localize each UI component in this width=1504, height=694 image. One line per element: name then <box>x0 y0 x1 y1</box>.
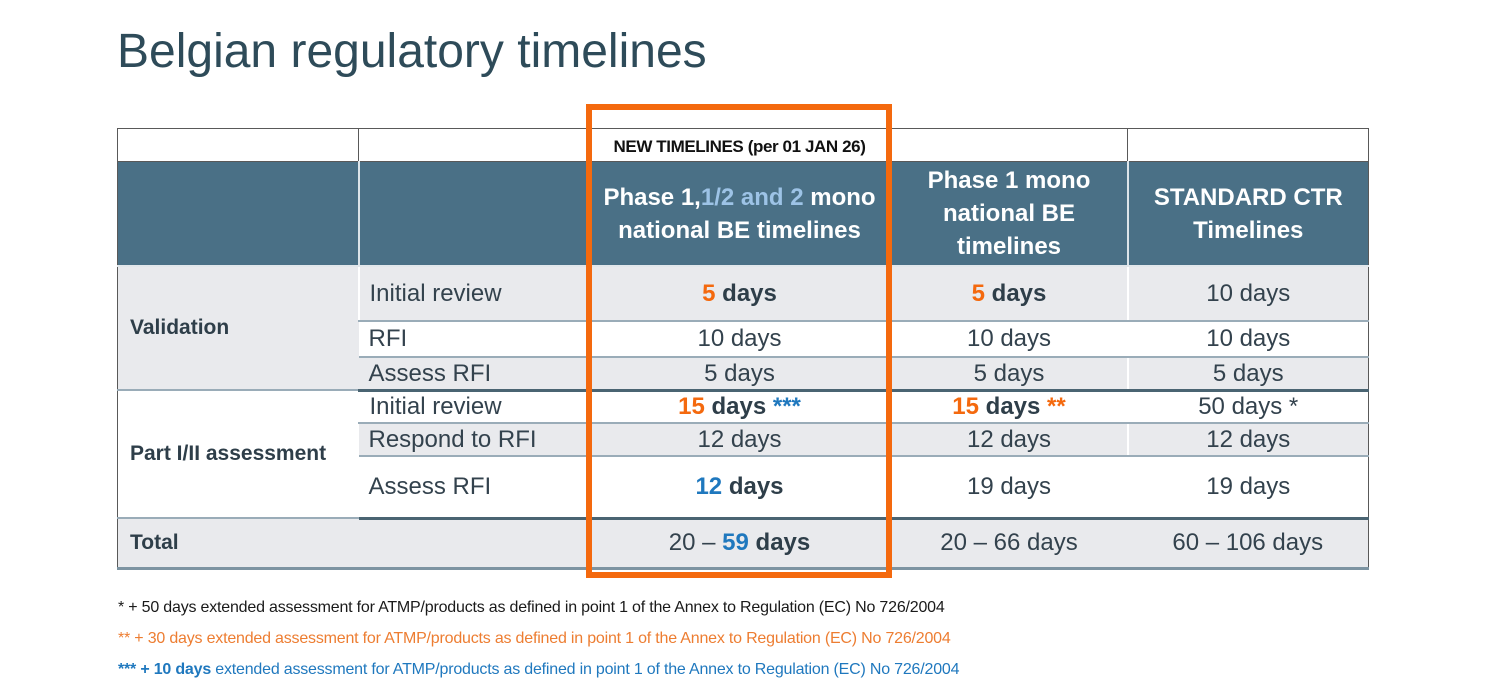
text-part: days <box>984 279 1047 307</box>
value-cell: 15 days *** <box>587 390 891 425</box>
new-timelines-banner-row: NEW TIMELINES (per 01 JAN 26) <box>117 128 1369 162</box>
column-header-standard-ctr: STANDARD CTR Timelines <box>1126 161 1369 268</box>
header-empty-cell <box>357 161 589 268</box>
banner-empty-cell <box>890 128 1128 162</box>
text-part: 12 days <box>697 425 782 453</box>
text-part: 19 days <box>1206 473 1291 501</box>
text-part: 12 <box>695 473 723 501</box>
footnotes: * + 50 days extended assessment for ATMP… <box>118 599 959 692</box>
header-empty-cell <box>117 161 359 268</box>
text-part: days <box>715 279 777 307</box>
value-cell: 10 days <box>889 321 1128 359</box>
text-part: 60 – 106 days <box>1172 529 1324 557</box>
text-part: 5 <box>971 279 985 307</box>
value-cell: 5 days <box>587 266 891 323</box>
column-header-row: Phase 1,1/2 and 2 mono national BE timel… <box>117 161 1369 268</box>
value-cell: 5 days <box>889 266 1128 323</box>
step-cell: Respond to RFI <box>358 423 589 458</box>
footnote-2: ** + 30 days extended assessment for ATM… <box>118 630 959 648</box>
value-cell: 50 days * <box>1126 390 1369 425</box>
group-label-validation: Validation <box>117 266 359 392</box>
text-part: ** <box>1047 393 1066 421</box>
step-cell: Initial review <box>357 390 589 425</box>
table-row: Respond to RFI 12 days 12 days 12 days <box>118 423 1369 458</box>
value-cell: 12 days <box>889 423 1128 458</box>
total-empty-cell <box>358 518 589 570</box>
banner-empty-cell <box>117 128 359 162</box>
value-cell: 5 days <box>889 357 1128 392</box>
total-value-cell: 20 – 66 days <box>890 518 1128 570</box>
total-label: Total <box>117 518 359 570</box>
page-title: Belgian regulatory timelines <box>117 25 707 78</box>
text-part: Phase 1 mono national BE timelines <box>927 167 1091 261</box>
footnote-text-part: ** + 30 days extended assessment for ATM… <box>118 630 951 647</box>
new-timelines-banner-cell: NEW TIMELINES (per 01 JAN 26) <box>588 128 891 162</box>
value-cell: 10 days <box>1126 321 1369 359</box>
footnote-3: *** + 10 days extended assessment for AT… <box>118 661 959 679</box>
banner-empty-cell <box>358 128 589 162</box>
text-part: 50 days * <box>1198 393 1299 421</box>
column-header-phase-1-mono-national-be: Phase 1 mono national BE timelines <box>889 161 1128 268</box>
value-cell: 12 days <box>587 423 891 458</box>
value-cell: 5 days <box>1126 357 1369 392</box>
footnote-text-part: *** + 10 days <box>118 661 212 678</box>
text-part: 10 days <box>1206 325 1291 353</box>
text-part: 5 days <box>1212 359 1284 387</box>
step-cell: Initial review <box>357 266 589 323</box>
text-part: *** <box>772 393 801 421</box>
step-cell: Assess RFI <box>358 456 589 520</box>
banner-empty-cell <box>1127 128 1369 162</box>
total-value-cell: 60 – 106 days <box>1127 518 1369 570</box>
value-cell: 15 days ** <box>889 390 1128 425</box>
table-row: Assess RFI 12 days 19 days 19 days <box>118 456 1369 520</box>
text-part: days <box>978 393 1048 421</box>
text-part: Phase 1, <box>603 183 701 211</box>
text-part: 5 days <box>704 359 775 387</box>
text-part: days <box>704 393 773 421</box>
column-header-phase-1-12-2-mono-national-be: Phase 1,1/2 and 2 mono national BE timel… <box>587 161 891 268</box>
text-part: 19 days <box>966 473 1052 501</box>
regulatory-timelines-table: NEW TIMELINES (per 01 JAN 26) Phase 1,1/2… <box>117 128 1369 570</box>
text-part: mono national BE timelines <box>618 183 876 244</box>
table-row: Part I/II assessment Initial review 15 day… <box>117 390 1369 520</box>
group-label-part-i-ii-assessment: Part I/II assessment <box>117 390 359 520</box>
total-row: Total 20 – 59 days 20 – 66 days 60 – 106 da… <box>117 518 1369 570</box>
table-row: RFI 10 days 10 days 10 days <box>118 321 1369 359</box>
table-row: Assess RFI 5 days 5 days 5 days <box>118 357 1369 392</box>
text-part: 10 days <box>966 325 1052 353</box>
footnote-1: * + 50 days extended assessment for ATMP… <box>118 599 959 617</box>
text-part: 20 – <box>668 529 723 557</box>
text-part: 12 days <box>1206 425 1291 453</box>
text-part: 15 <box>678 393 705 421</box>
text-part: days <box>748 529 811 557</box>
text-part: 59 <box>722 529 749 557</box>
value-cell: 12 days <box>587 456 891 520</box>
value-cell: 5 days <box>587 357 891 392</box>
footnote-text-part: extended assessment for ATMP/products as… <box>211 661 960 678</box>
text-part: 10 days <box>1206 279 1291 307</box>
new-timelines-banner-label: NEW TIMELINES (per 01 JAN 26) <box>613 137 866 156</box>
total-value-cell: 20 – 59 days <box>588 518 891 570</box>
table-row: Validation Initial review 5 days 5 days 10 d… <box>117 266 1369 392</box>
footnote-text-part: * + 50 days extended assessment for ATMP… <box>118 599 945 616</box>
text-part: STANDARD CTR Timelines <box>1153 183 1343 244</box>
step-cell: Assess RFI <box>358 357 589 392</box>
text-part: 5 <box>702 279 716 307</box>
text-part: 20 – 66 days <box>940 529 1078 557</box>
text-part: 10 days <box>697 325 782 353</box>
value-cell: 10 days <box>1126 266 1369 323</box>
text-part: 15 <box>952 393 979 421</box>
text-part: 12 days <box>966 425 1052 453</box>
value-cell: 19 days <box>889 456 1128 520</box>
value-cell: 12 days <box>1126 423 1369 458</box>
value-cell: 19 days <box>1126 456 1369 520</box>
step-cell: RFI <box>358 321 589 359</box>
text-part: 5 days <box>973 359 1045 387</box>
value-cell: 10 days <box>587 321 891 359</box>
text-part: 1/2 and 2 <box>700 183 804 211</box>
text-part: days <box>722 473 784 501</box>
